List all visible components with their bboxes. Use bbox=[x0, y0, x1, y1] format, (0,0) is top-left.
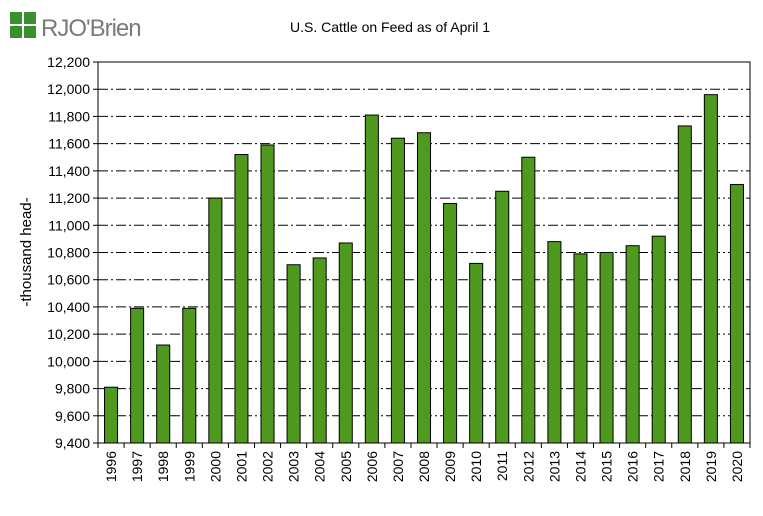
bar-1998 bbox=[156, 344, 171, 444]
x-tick-label: 2016 bbox=[625, 451, 641, 482]
x-tick-label: 1998 bbox=[155, 451, 171, 482]
x-tick-label: 1996 bbox=[103, 451, 119, 482]
bar-2003 bbox=[286, 264, 301, 444]
bar-2017 bbox=[651, 235, 666, 444]
bar-2019 bbox=[703, 94, 718, 444]
y-tick-label: 11,600 bbox=[48, 136, 90, 152]
y-tick-label: 10,000 bbox=[47, 353, 90, 369]
x-tick-label: 2020 bbox=[729, 451, 745, 482]
x-tick-label: 2002 bbox=[260, 451, 276, 482]
y-tick-label: 11,200 bbox=[48, 190, 90, 206]
bar-2011 bbox=[495, 190, 510, 444]
bar-1997 bbox=[130, 307, 145, 444]
bar-2007 bbox=[390, 137, 405, 444]
bars bbox=[104, 94, 744, 444]
bar-2008 bbox=[416, 132, 432, 444]
y-tick-label: 12,200 bbox=[47, 54, 90, 70]
x-tick-label: 2010 bbox=[468, 451, 484, 482]
y-tick-label: 9,400 bbox=[55, 435, 90, 451]
x-tick-label: 2013 bbox=[546, 451, 562, 482]
bar-2002 bbox=[260, 144, 275, 444]
logo-square-1 bbox=[10, 12, 22, 24]
x-tick-label: 2018 bbox=[677, 451, 693, 482]
x-tick-label: 2006 bbox=[364, 451, 380, 482]
x-tick-label: 2019 bbox=[703, 451, 719, 482]
y-tick-label: 11,400 bbox=[48, 163, 90, 179]
y-tick-label: 12,000 bbox=[47, 81, 90, 97]
bar-2004 bbox=[312, 257, 327, 444]
logo-text: RJO'Brien bbox=[41, 15, 141, 42]
logo-square-3 bbox=[10, 26, 22, 38]
x-tick-label: 1997 bbox=[129, 451, 145, 482]
y-tick-label: 10,600 bbox=[47, 272, 90, 288]
y-tick-label: 9,600 bbox=[55, 408, 90, 424]
bar-2001 bbox=[234, 154, 249, 444]
bar-2009 bbox=[443, 203, 458, 444]
x-tick-label: 2009 bbox=[442, 451, 458, 482]
y-tick-label: 11,000 bbox=[48, 217, 90, 233]
bar-2012 bbox=[521, 156, 536, 444]
x-tick-label: 2000 bbox=[207, 451, 223, 482]
x-tick-label: 2001 bbox=[233, 451, 249, 482]
y-tick-label: 10,200 bbox=[47, 326, 90, 342]
logo-square-2 bbox=[24, 12, 36, 24]
y-axis-ticks: 9,400 9,600 9,800 10,000 10,200 10,400 10,600 1… bbox=[47, 54, 98, 451]
x-tick-label: 2011 bbox=[494, 451, 510, 481]
chart-title: U.S. Cattle on Feed as of April 1 bbox=[290, 19, 490, 35]
x-tick-label: 2017 bbox=[651, 451, 667, 482]
bar-1996 bbox=[104, 386, 119, 444]
bar-2010 bbox=[469, 262, 484, 444]
logo-square-4 bbox=[24, 26, 36, 38]
bar-1999 bbox=[182, 307, 197, 444]
bar-2020 bbox=[729, 183, 744, 444]
bar-2014 bbox=[573, 253, 588, 444]
x-tick-label: 2007 bbox=[390, 451, 406, 482]
y-tick-label: 11,800 bbox=[48, 108, 90, 124]
y-tick-label: 10,800 bbox=[47, 245, 90, 261]
bar-2000 bbox=[208, 197, 223, 444]
y-tick-label: 10,400 bbox=[47, 299, 90, 315]
bar-2006 bbox=[364, 114, 379, 444]
bar-2013 bbox=[547, 241, 562, 444]
rjobrien-logo: RJO'Brien bbox=[10, 12, 142, 42]
x-tick-label: 2015 bbox=[599, 451, 615, 482]
bar-2018 bbox=[677, 125, 692, 444]
x-tick-label: 1999 bbox=[181, 451, 197, 482]
y-axis-label: -thousand head- bbox=[18, 197, 35, 306]
x-axis-ticks: 1996 1997 1998 1999 2000 2001 2002 2003 2004 2005… bbox=[97, 443, 751, 482]
x-tick-label: 2005 bbox=[338, 451, 354, 482]
y-tick-label: 9,800 bbox=[55, 381, 90, 397]
x-tick-label: 2012 bbox=[520, 451, 536, 482]
x-tick-label: 2003 bbox=[286, 451, 302, 482]
bar-2005 bbox=[338, 242, 353, 444]
bar-2016 bbox=[625, 245, 640, 444]
bar-2015 bbox=[599, 252, 614, 444]
x-tick-label: 2004 bbox=[312, 451, 328, 482]
x-tick-label: 2008 bbox=[416, 451, 432, 482]
x-tick-label: 2014 bbox=[572, 451, 588, 482]
